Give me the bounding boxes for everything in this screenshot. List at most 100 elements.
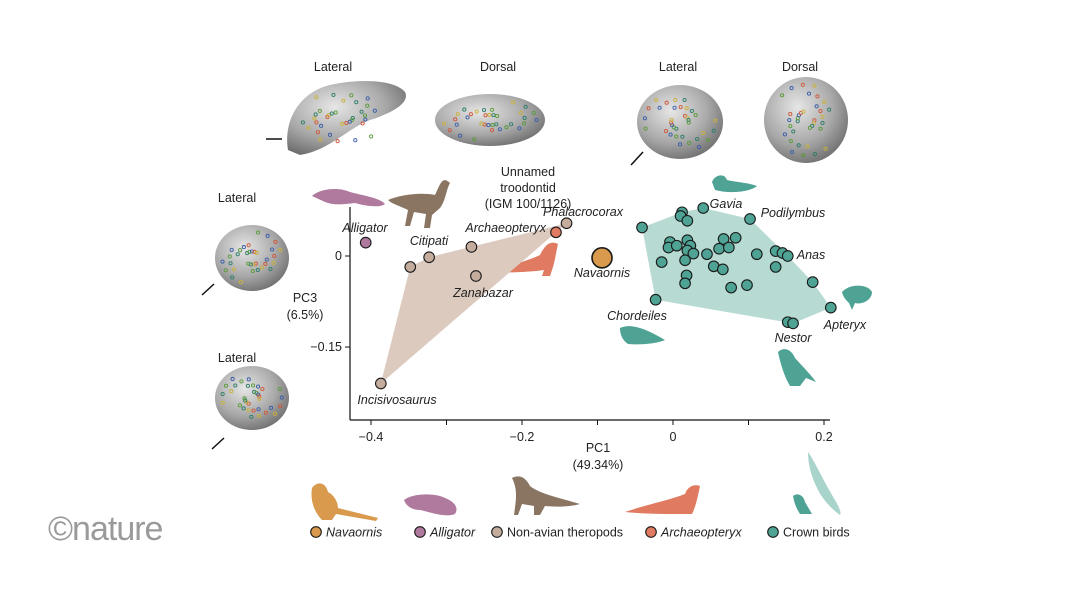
landmark-dot — [359, 109, 364, 114]
legend-label: Navaornis — [326, 526, 382, 540]
landmark-dot — [495, 113, 500, 118]
crown_birds-point — [687, 247, 700, 260]
duck-silhouette — [712, 175, 757, 193]
landmark-dot — [806, 91, 812, 96]
landmark-dot — [246, 261, 251, 266]
landmark-dot — [805, 144, 810, 149]
landmark-dot — [820, 114, 825, 119]
brain-render-navaornis-lateral — [215, 225, 289, 291]
landmark-dot — [260, 386, 265, 392]
point-label: Incisivosaurus — [357, 393, 436, 407]
landmark-dot — [372, 108, 377, 113]
landmark-dot — [341, 98, 346, 103]
crown_birds-point — [670, 239, 683, 252]
archaeopteryx-point — [550, 226, 562, 239]
landmark-dot — [494, 122, 499, 127]
landmark-dot — [646, 106, 651, 111]
legend-marker — [491, 526, 503, 538]
landmark-dot — [509, 122, 514, 127]
theropod-legend-silhouette — [512, 476, 580, 515]
landmark-dot — [263, 410, 268, 415]
landmark-dot — [223, 268, 228, 273]
landmark-dot — [686, 117, 691, 123]
landmark-dot — [329, 111, 334, 116]
landmark-dot — [235, 252, 240, 257]
landmark-dot — [673, 97, 678, 103]
crown_birds-point — [824, 301, 837, 314]
landmark-dot — [239, 379, 244, 384]
landmark-dot — [462, 107, 467, 112]
landmark-dot — [273, 239, 278, 244]
landmark-dot — [489, 128, 495, 133]
landmark-dot — [256, 407, 261, 412]
landmark-dot — [447, 128, 452, 133]
landmark-dot — [481, 108, 487, 113]
alligator-point — [359, 236, 372, 249]
landmark-dot — [247, 249, 252, 254]
landmark-dot — [789, 150, 795, 155]
view-label: Lateral — [218, 191, 256, 205]
landmark-dot — [531, 110, 536, 116]
legend-marker — [767, 526, 779, 538]
landmark-dot — [497, 127, 502, 132]
landmark-dot — [684, 106, 689, 111]
landmark-dot — [268, 267, 273, 272]
landmark-dot — [363, 117, 368, 122]
landmark-dot — [822, 99, 827, 105]
brain-render-bird-lateral — [637, 85, 723, 159]
landmark-dot — [468, 112, 473, 117]
y-tick-label: 0 — [335, 249, 342, 263]
landmark-dot — [220, 391, 225, 397]
landmark-dot — [255, 267, 260, 273]
landmark-dot — [474, 109, 479, 114]
landmark-dot — [349, 93, 354, 98]
landmark-dot — [251, 408, 256, 413]
navaornis-silhouette — [311, 483, 378, 521]
y-axis-sublabel: (6.5%) — [287, 308, 324, 322]
landmark-dot — [369, 134, 374, 139]
landmark-dot — [680, 134, 685, 139]
alligator-silhouette — [312, 188, 385, 207]
alligator-legend-silhouette — [404, 494, 457, 516]
landmark-dot — [256, 384, 261, 389]
citipati-silhouette — [388, 180, 450, 228]
landmark-dot — [315, 130, 320, 135]
landmark-dot — [788, 111, 793, 117]
parrot-silhouette — [778, 349, 816, 386]
landmark-dot — [340, 121, 345, 126]
landmark-dot — [522, 115, 527, 121]
landmark-dot — [245, 383, 250, 388]
legend-marker — [310, 526, 322, 538]
landmark-dot — [278, 404, 283, 409]
landmark-dot — [264, 257, 269, 262]
landmark-dot — [642, 116, 647, 121]
theropods-point — [423, 251, 435, 264]
point-label: Nestor — [775, 331, 813, 345]
landmark-dot — [335, 139, 340, 144]
landmark-dot — [278, 247, 283, 252]
landmark-dot — [312, 116, 317, 121]
landmark-dot — [812, 152, 817, 157]
landmark-dot — [669, 120, 674, 125]
landmark-dot — [263, 261, 268, 266]
legend-marker — [645, 526, 657, 538]
landmark-dot — [256, 392, 261, 397]
legend-label: Non-avian theropods — [507, 526, 623, 540]
landmark-dot — [789, 86, 794, 91]
landmark-dot — [465, 115, 470, 120]
view-label: Dorsal — [480, 60, 516, 74]
landmark-dot — [491, 113, 496, 118]
landmark-dot — [237, 403, 242, 408]
theropods-point — [560, 217, 573, 230]
landmark-dot — [643, 126, 648, 131]
crown_birds-point — [655, 256, 668, 268]
landmark-dot — [695, 136, 700, 142]
landmark-dot — [319, 123, 324, 128]
landmark-dot — [523, 104, 528, 109]
landmark-dot — [788, 124, 793, 129]
landmark-dot — [674, 134, 679, 139]
landmark-dot — [442, 121, 447, 126]
landmark-dot — [231, 267, 236, 272]
archaeopteryx-legend-silhouette — [625, 485, 700, 514]
landmark-dot — [814, 104, 819, 109]
